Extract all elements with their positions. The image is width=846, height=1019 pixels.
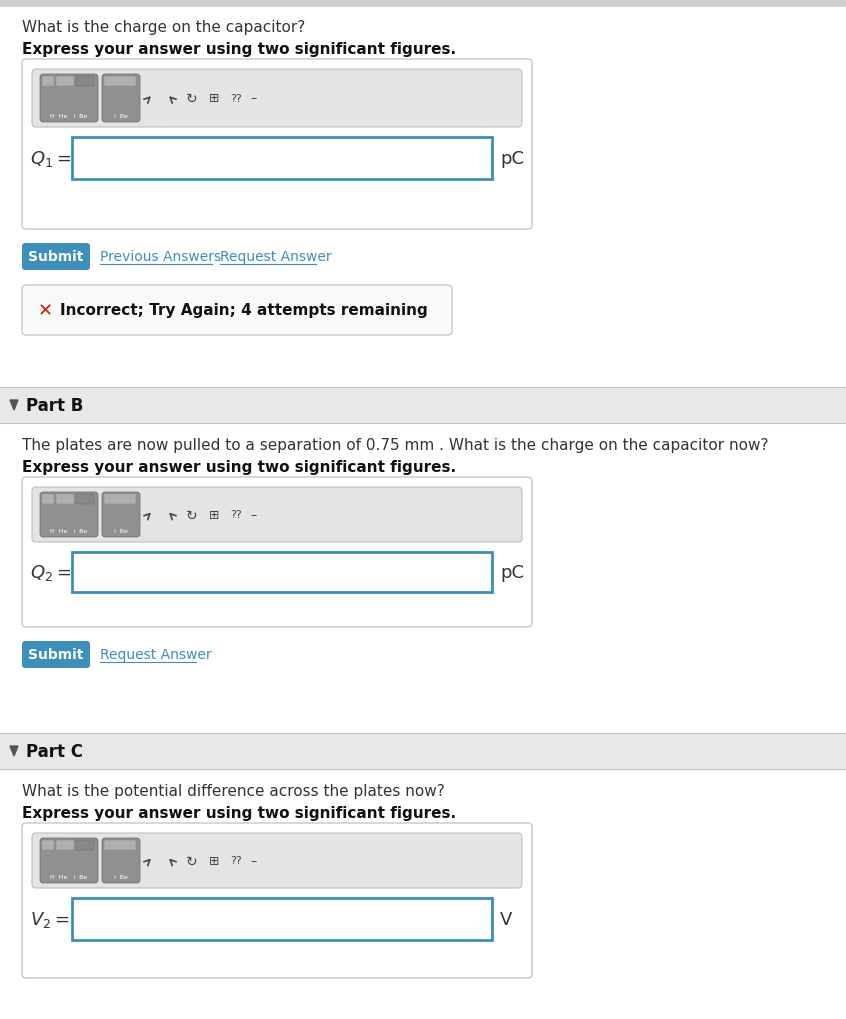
- Text: ⊞: ⊞: [209, 854, 219, 867]
- FancyBboxPatch shape: [56, 841, 74, 850]
- FancyBboxPatch shape: [32, 834, 522, 889]
- FancyBboxPatch shape: [42, 841, 54, 850]
- FancyBboxPatch shape: [22, 244, 90, 271]
- Text: ⊞: ⊞: [209, 93, 219, 105]
- Text: ??: ??: [230, 510, 242, 520]
- Text: Incorrect; Try Again; 4 attempts remaining: Incorrect; Try Again; 4 attempts remaini…: [60, 304, 428, 318]
- Bar: [72, 138, 492, 179]
- FancyBboxPatch shape: [56, 494, 74, 504]
- FancyBboxPatch shape: [40, 75, 98, 123]
- Bar: [72, 898, 492, 941]
- Bar: [0, 8, 846, 378]
- FancyBboxPatch shape: [104, 76, 136, 87]
- Bar: [0, 0, 846, 8]
- Text: Express your answer using two significant figures.: Express your answer using two significan…: [22, 42, 456, 57]
- Text: ⊞: ⊞: [209, 508, 219, 522]
- FancyBboxPatch shape: [32, 487, 522, 542]
- FancyBboxPatch shape: [76, 76, 94, 87]
- Text: ??: ??: [230, 94, 242, 104]
- FancyBboxPatch shape: [76, 841, 94, 850]
- FancyBboxPatch shape: [22, 823, 532, 978]
- Text: i  Be: i Be: [114, 529, 128, 534]
- Text: H  He   i  Be: H He i Be: [51, 529, 88, 534]
- Text: Express your answer using two significant figures.: Express your answer using two significan…: [22, 460, 456, 475]
- Bar: [0, 424, 846, 703]
- Text: Previous Answers: Previous Answers: [100, 250, 221, 264]
- Text: Part B: Part B: [26, 396, 84, 415]
- Text: ✕: ✕: [38, 302, 53, 320]
- Text: Request Answer: Request Answer: [220, 250, 332, 264]
- FancyBboxPatch shape: [40, 492, 98, 537]
- FancyBboxPatch shape: [22, 641, 90, 668]
- Bar: [72, 552, 492, 592]
- Text: ↻: ↻: [186, 854, 198, 867]
- Text: The plates are now pulled to a separation of 0.75 mm . What is the charge on the: The plates are now pulled to a separatio…: [22, 437, 768, 452]
- FancyBboxPatch shape: [102, 75, 140, 123]
- Text: i  Be: i Be: [114, 874, 128, 879]
- FancyBboxPatch shape: [22, 285, 452, 335]
- FancyBboxPatch shape: [76, 494, 94, 504]
- Text: Part C: Part C: [26, 742, 83, 760]
- FancyBboxPatch shape: [40, 839, 98, 883]
- FancyBboxPatch shape: [104, 841, 136, 850]
- FancyBboxPatch shape: [102, 492, 140, 537]
- FancyBboxPatch shape: [42, 76, 54, 87]
- Text: $Q_1 =$: $Q_1 =$: [30, 149, 71, 169]
- Text: ↻: ↻: [186, 92, 198, 106]
- Bar: [0, 387, 846, 424]
- FancyBboxPatch shape: [22, 60, 532, 229]
- Text: H  He   i  Be: H He i Be: [51, 114, 88, 119]
- Text: –: –: [251, 508, 257, 522]
- FancyBboxPatch shape: [42, 494, 54, 504]
- FancyBboxPatch shape: [56, 76, 74, 87]
- Text: V: V: [500, 910, 513, 928]
- Text: Express your answer using two significant figures.: Express your answer using two significan…: [22, 805, 456, 820]
- Polygon shape: [10, 400, 18, 411]
- Text: Submit: Submit: [28, 251, 84, 264]
- FancyBboxPatch shape: [102, 839, 140, 883]
- Text: ??: ??: [230, 856, 242, 866]
- Text: Request Answer: Request Answer: [100, 647, 212, 661]
- Polygon shape: [10, 746, 18, 756]
- Text: H  He   i  Be: H He i Be: [51, 874, 88, 879]
- Text: –: –: [251, 854, 257, 867]
- Text: pC: pC: [500, 150, 524, 168]
- Text: What is the charge on the capacitor?: What is the charge on the capacitor?: [22, 20, 305, 35]
- Text: pC: pC: [500, 564, 524, 582]
- Bar: [0, 734, 846, 769]
- Text: $V_2 =$: $V_2 =$: [30, 909, 69, 929]
- Bar: [0, 769, 846, 1019]
- FancyBboxPatch shape: [104, 494, 136, 504]
- Text: i  Be: i Be: [114, 114, 128, 119]
- FancyBboxPatch shape: [22, 478, 532, 628]
- Text: What is the potential difference across the plates now?: What is the potential difference across …: [22, 784, 445, 798]
- Text: Submit: Submit: [28, 648, 84, 662]
- Text: $Q_2 =$: $Q_2 =$: [30, 562, 71, 583]
- Text: ↻: ↻: [186, 508, 198, 522]
- Text: –: –: [251, 93, 257, 105]
- FancyBboxPatch shape: [32, 70, 522, 127]
